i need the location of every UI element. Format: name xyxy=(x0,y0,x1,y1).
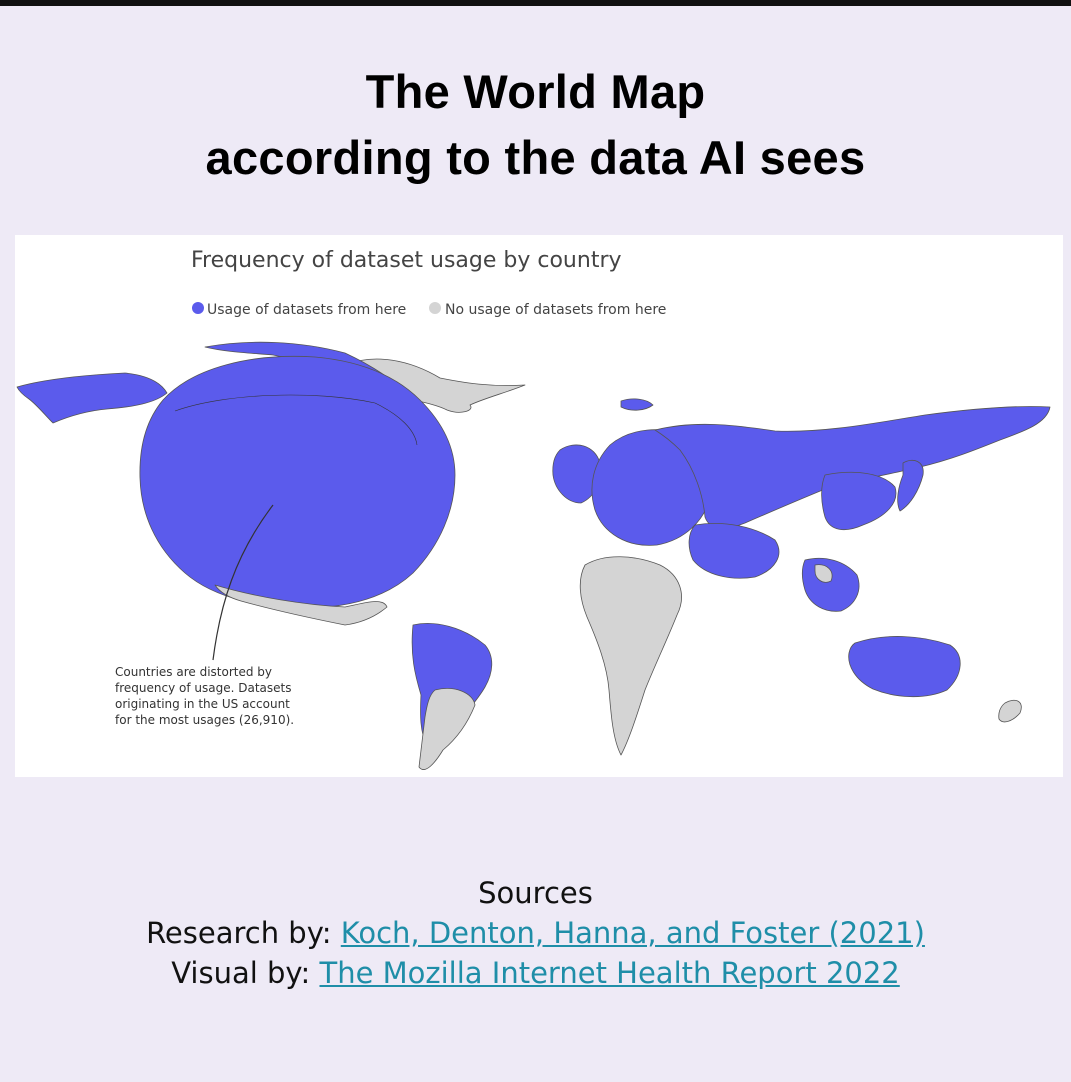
region-japan xyxy=(897,459,924,512)
annotation-line-4: for the most usages (26,910). xyxy=(115,713,294,727)
annotation-line-2: frequency of usage. Datasets xyxy=(115,681,291,695)
region-iceland xyxy=(620,398,654,411)
map-annotation: Countries are distorted by frequency of … xyxy=(115,665,295,727)
legend-unused-swatch xyxy=(429,302,441,314)
legend-used-label: Usage of datasets from here xyxy=(207,302,406,318)
page-title-line1: The World Map xyxy=(365,65,706,118)
cartogram-map-panel: Frequency of dataset usage by country Us… xyxy=(15,235,1063,777)
region-middle-east-india xyxy=(688,522,780,579)
region-africa xyxy=(579,556,682,756)
research-prefix: Research by: xyxy=(146,916,341,950)
sources-visual-line: Visual by: The Mozilla Internet Health R… xyxy=(0,956,1071,990)
sources-research-line: Research by: Koch, Denton, Hanna, and Fo… xyxy=(0,916,1071,950)
map-title: Frequency of dataset usage by country xyxy=(191,248,622,273)
region-mexico-central-america xyxy=(214,584,388,626)
region-new-zealand xyxy=(998,699,1022,723)
region-china xyxy=(821,471,897,531)
visual-link[interactable]: The Mozilla Internet Health Report 2022 xyxy=(319,956,900,990)
region-indochina xyxy=(814,564,833,583)
border-canada-usa xyxy=(174,394,418,446)
legend-unused-label: No usage of datasets from here xyxy=(445,302,666,318)
cartogram-map: Frequency of dataset usage by country Us… xyxy=(16,248,1051,770)
page-title-line2: according to the data AI sees xyxy=(205,131,866,184)
region-southeast-asia xyxy=(801,557,860,612)
region-southern-cone xyxy=(418,688,476,770)
top-border xyxy=(0,0,1071,6)
legend-used-swatch xyxy=(192,302,204,314)
sources-heading: Sources xyxy=(478,876,593,910)
annotation-line-1: Countries are distorted by xyxy=(115,665,272,679)
region-uk xyxy=(552,444,602,504)
research-link[interactable]: Koch, Denton, Hanna, and Foster (2021) xyxy=(340,916,925,950)
visual-prefix: Visual by: xyxy=(171,956,320,990)
region-alaska xyxy=(16,372,168,424)
annotation-line-3: originating in the US account xyxy=(115,697,290,711)
annotation-leader-line xyxy=(212,504,274,661)
region-australia xyxy=(848,636,961,698)
region-russia-asia xyxy=(654,406,1051,529)
region-usa-canada xyxy=(139,355,456,609)
